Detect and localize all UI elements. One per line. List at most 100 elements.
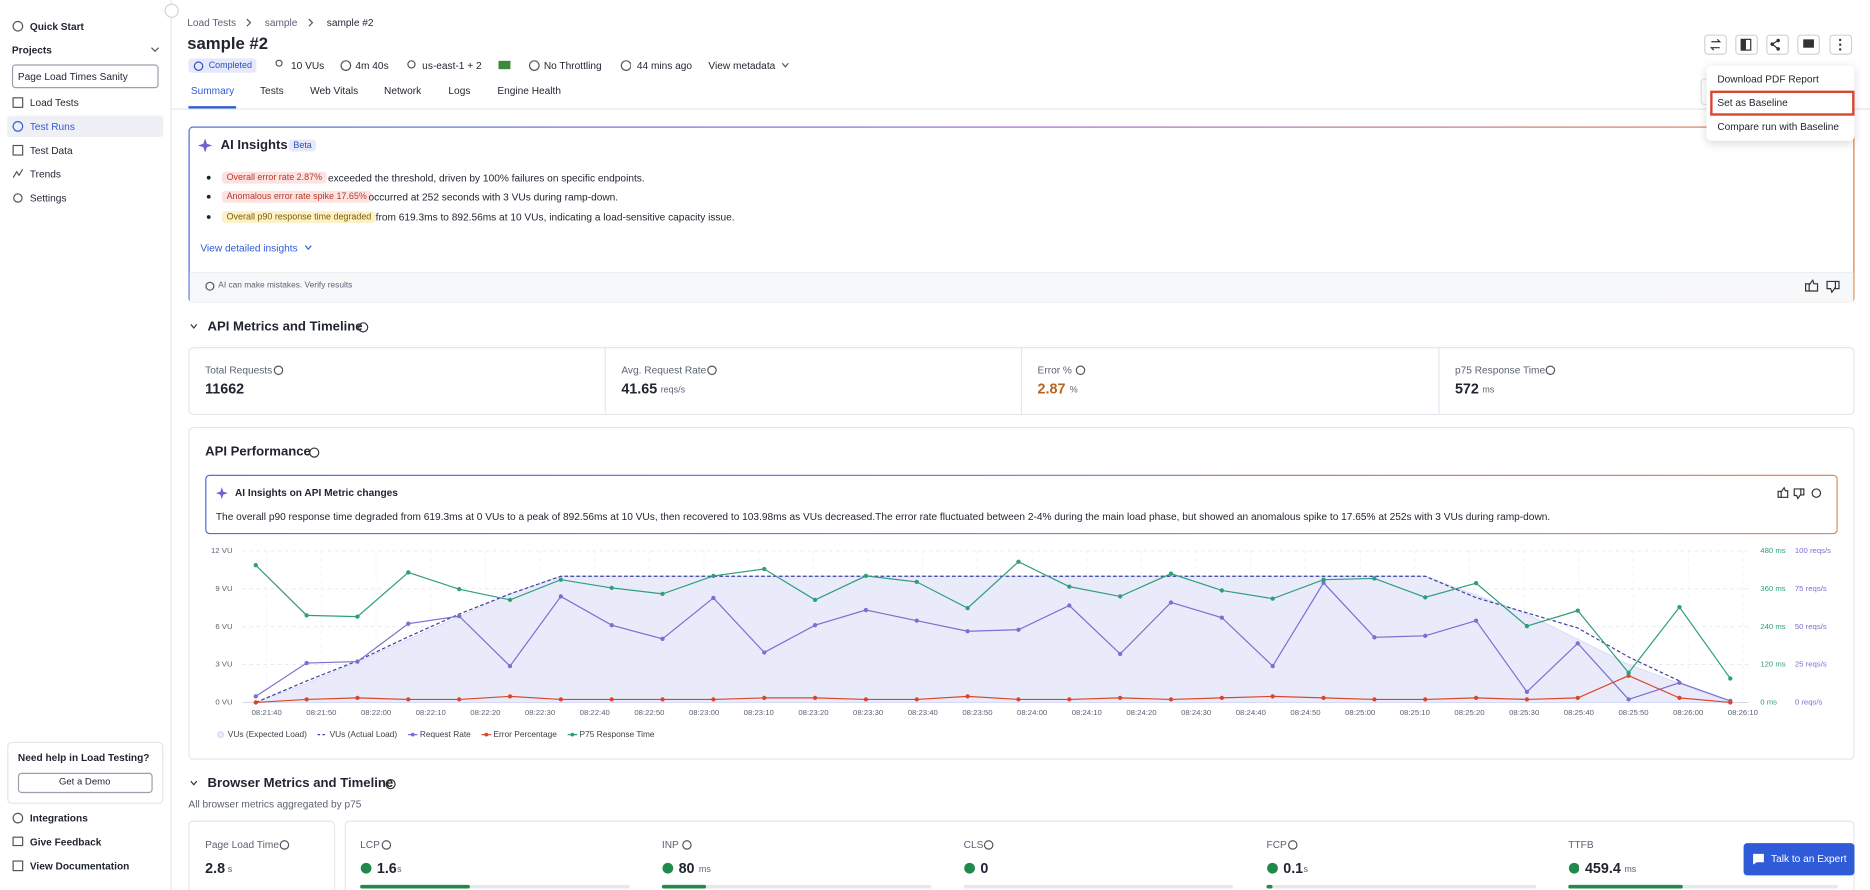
x-tick-label: 08:24:10 <box>1072 708 1102 717</box>
stat-value: 2.87 <box>1037 380 1066 398</box>
section-chevron[interactable] <box>190 780 198 787</box>
section-title: API Metrics and Timeline <box>207 319 363 334</box>
section-chevron[interactable] <box>190 323 198 330</box>
score-track <box>661 884 932 889</box>
section-subtitle: All browser metrics aggregated by p75 <box>188 797 362 810</box>
stat-label: Total Requests <box>205 363 273 376</box>
x-tick-label: 08:22:10 <box>416 708 446 717</box>
tab-divider <box>171 108 1870 110</box>
insight-text: from 619.3ms to 892.56ms at 10 VUs, indi… <box>375 211 735 224</box>
point <box>609 623 614 628</box>
x-tick-label: 08:26:10 <box>1728 708 1758 717</box>
point <box>660 636 665 641</box>
tab[interactable]: Network <box>384 84 422 97</box>
point <box>1524 697 1530 702</box>
nav-item[interactable]: Test Data <box>29 144 73 157</box>
metric-value: 0 <box>980 859 989 877</box>
point <box>1372 576 1377 581</box>
point <box>1677 605 1682 610</box>
projects-chevron[interactable] <box>150 47 160 54</box>
icon-button[interactable] <box>1704 34 1727 55</box>
metric-unit: s <box>1303 863 1308 875</box>
demo-button[interactable] <box>17 772 153 794</box>
breadcrumb[interactable]: sample <box>264 16 298 29</box>
quick-start[interactable]: Quick Start <box>29 20 84 33</box>
tab[interactable]: Tests <box>259 84 284 97</box>
view-metadata[interactable]: View metadata <box>708 59 776 72</box>
y-tick-label: 240 ms <box>1760 622 1786 631</box>
metric-value: 1.6 <box>376 859 397 877</box>
icon-button[interactable] <box>1766 34 1789 55</box>
point <box>304 697 309 702</box>
ai-insights-footer <box>189 271 1854 303</box>
point <box>609 697 614 702</box>
x-tick-label: 08:25:00 <box>1345 708 1375 717</box>
nav-item-active[interactable]: Test Runs <box>29 120 75 133</box>
point <box>507 597 513 603</box>
tab[interactable]: Logs <box>448 84 471 97</box>
nav-item[interactable]: Load Tests <box>29 96 79 109</box>
point <box>1524 623 1530 629</box>
point <box>355 614 360 619</box>
project-select[interactable] <box>11 64 159 89</box>
tab[interactable]: Engine Health <box>497 84 562 97</box>
legend-icon <box>217 731 225 739</box>
stat-label: Error % <box>1037 363 1072 376</box>
x-tick-label: 08:25:30 <box>1509 708 1539 717</box>
tab[interactable]: Web Vitals <box>310 84 359 97</box>
point <box>1270 663 1275 669</box>
nav-item[interactable]: Settings <box>29 192 67 204</box>
meta-duration: 4m 40s <box>355 59 389 72</box>
score-fill <box>1266 884 1273 889</box>
legend-label: P75 Response Time <box>580 729 655 739</box>
x-tick-label: 08:23:40 <box>908 708 938 717</box>
stat-value: 41.65 <box>621 380 658 398</box>
score-track <box>360 884 630 889</box>
footer-link[interactable]: Give Feedback <box>29 836 102 848</box>
point <box>711 573 716 579</box>
stat-label: p75 Response Time <box>1454 363 1546 376</box>
point <box>1423 697 1428 702</box>
stat-info-icons <box>273 365 1556 376</box>
x-tick-label: 08:23:10 <box>744 708 774 717</box>
api-insight-text: The overall p90 response time degraded f… <box>215 510 1551 523</box>
breadcrumb[interactable]: Load Tests <box>187 16 237 29</box>
point <box>914 697 919 702</box>
insight-text: exceeded the threshold, driven by 100% f… <box>327 171 645 184</box>
divider <box>1438 347 1440 416</box>
point <box>558 577 563 582</box>
point <box>406 621 411 626</box>
menu-item[interactable]: Set as Baseline <box>1717 96 1788 109</box>
line <box>255 675 1731 704</box>
insight-actions[interactable] <box>1777 486 1825 500</box>
menu-item[interactable]: Compare run with Baseline <box>1717 120 1840 133</box>
point <box>1168 600 1174 605</box>
feedback-icons[interactable] <box>1804 279 1840 294</box>
insight-tag: Overall p90 response time degraded <box>221 211 377 224</box>
point <box>457 697 462 702</box>
menu-item[interactable]: Download PDF Report <box>1717 72 1819 85</box>
collapse-button[interactable] <box>164 3 179 18</box>
point <box>1118 594 1123 599</box>
tab-active[interactable]: Summary <box>190 84 235 97</box>
point <box>1118 651 1123 657</box>
point <box>507 694 513 699</box>
nav-item[interactable]: Trends <box>29 168 61 181</box>
metric-label: TTFB <box>1568 838 1594 851</box>
footer-link[interactable]: View Documentation <box>29 859 130 872</box>
x-tick-label: 08:21:50 <box>306 708 336 717</box>
x-tick-label: 08:25:50 <box>1618 708 1648 717</box>
point <box>812 695 818 701</box>
x-tick-label: 08:25:10 <box>1400 708 1430 717</box>
project-select-value: Page Load Times Sanity <box>17 70 128 83</box>
view-insights-link[interactable]: View detailed insights <box>200 242 298 255</box>
y-tick-label: 12 VU <box>211 546 233 555</box>
point <box>1677 680 1682 685</box>
point <box>1168 571 1174 576</box>
footer-link[interactable]: Integrations <box>29 812 88 825</box>
metric-label: CLS <box>963 838 984 851</box>
vitals-card <box>344 820 1855 890</box>
point <box>711 697 716 702</box>
x-tick-label: 08:23:50 <box>962 708 992 717</box>
